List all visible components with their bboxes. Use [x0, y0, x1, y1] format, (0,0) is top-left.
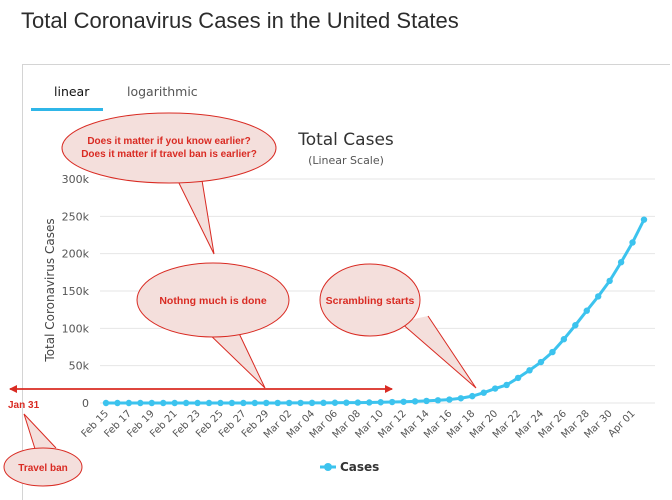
data-point[interactable] — [125, 399, 133, 407]
data-point[interactable] — [148, 399, 155, 407]
callout-question-bubble — [174, 167, 215, 255]
data-point[interactable] — [251, 399, 259, 407]
callout-question-line2: Does it matter if travel ban is earlier? — [81, 149, 257, 160]
cases-series — [102, 216, 648, 407]
data-point[interactable] — [503, 381, 510, 389]
callout-nothing-done-text: Nothng much is done — [159, 295, 266, 307]
callout-nothing-done-ellipse — [136, 262, 290, 338]
y-tick-label: 150k — [62, 285, 90, 298]
data-point[interactable] — [240, 399, 247, 407]
data-point[interactable] — [171, 399, 178, 407]
data-point[interactable] — [377, 399, 384, 406]
callout-scrambling-text: Scrambling starts — [326, 295, 415, 307]
data-point[interactable] — [217, 399, 224, 407]
data-point[interactable] — [354, 399, 362, 406]
data-point[interactable] — [228, 399, 236, 407]
callout-travel-ban-bubble — [23, 413, 57, 453]
data-point[interactable] — [514, 374, 522, 382]
data-point[interactable] — [308, 399, 316, 407]
jan31-label: Jan 31 — [8, 400, 40, 411]
data-point[interactable] — [549, 348, 556, 356]
callout-scrambling: Scrambling starts — [319, 263, 477, 389]
callout-question-line1: Does it matter if you know earlier? — [87, 136, 250, 147]
callout-scrambling-bubble — [399, 315, 477, 389]
data-point[interactable] — [480, 389, 487, 396]
chart-subtitle: (Linear Scale) — [308, 154, 384, 167]
callout-travel-ban: Travel ban — [3, 413, 83, 487]
callout-question-ellipse — [61, 112, 277, 184]
data-point[interactable] — [388, 398, 396, 406]
callout-scrambling-ellipse — [319, 263, 421, 337]
y-axis-label: Total Coronavirus Cases — [43, 218, 57, 362]
data-point[interactable] — [114, 399, 121, 407]
data-point[interactable] — [343, 399, 350, 406]
data-point[interactable] — [629, 239, 636, 246]
data-point[interactable] — [446, 396, 453, 403]
data-point[interactable] — [331, 399, 339, 406]
active-tab-indicator — [31, 108, 103, 111]
data-point[interactable] — [160, 399, 167, 407]
legend[interactable]: Cases — [320, 460, 379, 474]
y-tick-label: 0 — [82, 397, 89, 410]
data-point[interactable] — [583, 307, 590, 314]
page-title: Total Coronavirus Cases in the United St… — [21, 8, 459, 33]
data-point[interactable] — [595, 293, 602, 300]
callout-travel-ban-text: Travel ban — [18, 463, 67, 474]
callout-nothing-done: Nothng much is done — [136, 262, 290, 389]
data-point[interactable] — [194, 399, 201, 407]
data-point[interactable] — [606, 277, 613, 285]
data-point[interactable] — [205, 399, 213, 407]
data-point[interactable] — [617, 259, 625, 266]
legend-label-cases: Cases — [340, 460, 379, 474]
data-point[interactable] — [320, 399, 327, 407]
tab-logarithmic[interactable]: logarithmic — [127, 84, 198, 99]
y-axis-ticks: 0 50k 100k 150k 200k 250k 300k — [62, 173, 90, 410]
data-point[interactable] — [400, 398, 407, 405]
callout-travel-ban-ellipse — [3, 447, 83, 487]
y-tick-label: 50k — [69, 360, 90, 373]
chart-panel — [22, 64, 670, 500]
y-tick-label: 300k — [62, 173, 90, 186]
data-point[interactable] — [366, 399, 373, 406]
data-point[interactable] — [137, 399, 144, 407]
data-point[interactable] — [457, 395, 465, 402]
data-point[interactable] — [526, 367, 533, 374]
data-point[interactable] — [537, 358, 545, 366]
data-point[interactable] — [491, 385, 499, 392]
tab-linear[interactable]: linear — [54, 84, 90, 99]
y-tick-label: 100k — [62, 322, 90, 335]
data-point[interactable] — [423, 397, 430, 405]
data-point[interactable] — [640, 216, 648, 223]
callout-question: Does it matter if you know earlier? Does… — [61, 112, 277, 255]
data-point[interactable] — [102, 399, 110, 407]
chart-title: Total Cases — [297, 130, 394, 150]
data-point[interactable] — [572, 322, 579, 329]
data-point[interactable] — [263, 399, 270, 407]
data-point[interactable] — [182, 399, 190, 407]
y-tick-label: 200k — [62, 248, 90, 261]
data-point[interactable] — [285, 399, 293, 407]
data-point[interactable] — [469, 392, 476, 400]
data-point[interactable] — [274, 399, 281, 407]
data-point[interactable] — [434, 397, 442, 404]
data-point[interactable] — [297, 399, 304, 407]
data-point[interactable] — [411, 398, 419, 405]
data-point[interactable] — [560, 336, 568, 343]
legend-swatch-marker — [324, 463, 332, 471]
y-tick-label: 250k — [62, 210, 90, 223]
